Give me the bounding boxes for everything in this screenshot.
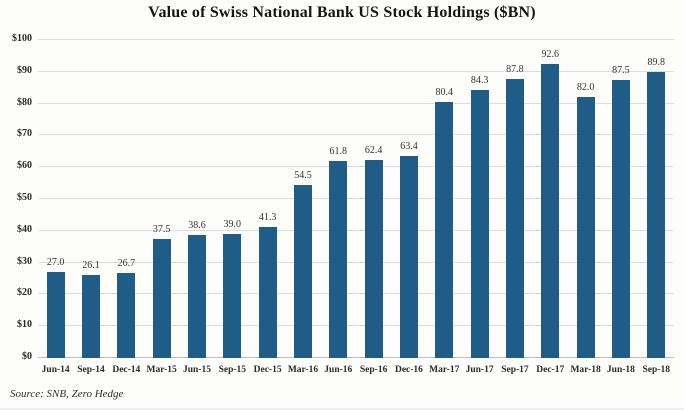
bar (46, 272, 65, 358)
x-axis-tick-label: Mar-16 (287, 365, 319, 375)
bar-value-label: 92.6 (541, 48, 560, 60)
gridline (38, 325, 674, 327)
x-axis-tick-label: Sep-17 (501, 365, 529, 375)
gridline (38, 70, 674, 72)
bar (470, 89, 489, 358)
bar (223, 233, 242, 358)
bar-slot: 89.8 Sep-18 (639, 40, 674, 375)
bar (152, 238, 171, 358)
bar-slot: 87.8 Sep-17 (497, 40, 532, 375)
bar-value-label: 54.5 (294, 169, 312, 181)
x-axis-tick-label: Jun-16 (324, 365, 353, 375)
gridline (38, 198, 674, 199)
gridline (38, 166, 674, 168)
gridline (38, 39, 674, 40)
bar (505, 78, 524, 358)
gridline (38, 229, 674, 231)
bar (117, 273, 136, 358)
x-axis-tick-label: Jun-14 (41, 365, 70, 375)
bar-slot: 54.5 Mar-16 (285, 40, 320, 375)
bar-slot: 37.5 Mar-15 (144, 40, 179, 375)
x-axis-tick-label: Mar-17 (429, 365, 460, 375)
y-axis-tick-label: $20 (17, 287, 32, 299)
bar-value-label: 84.3 (470, 74, 489, 86)
x-axis-tick-label: Sep-18 (642, 365, 670, 375)
gridline (38, 102, 674, 104)
bar (435, 102, 454, 358)
x-axis-tick-label: Jun-15 (182, 365, 211, 375)
gridline (38, 357, 674, 358)
x-axis-tick-label: Sep-15 (218, 365, 247, 375)
bar-slot: 82.0 Mar-18 (568, 40, 603, 375)
bar-slot: 38.6 Jun-15 (179, 40, 214, 375)
y-axis-tick-label: $40 (17, 223, 32, 235)
bar-value-label: 41.3 (258, 211, 277, 223)
x-axis-tick-label: Jun-18 (606, 365, 635, 375)
bar-value-label: 26.1 (82, 260, 100, 272)
bar-value-label: 62.4 (364, 144, 383, 156)
y-axis-tick-label: $70 (17, 128, 32, 140)
gridline (38, 134, 674, 136)
bar-slot: 80.4 Mar-17 (427, 40, 462, 375)
bar-slot: 39.0 Sep-15 (215, 40, 250, 375)
x-axis-tick-label: Jun-17 (465, 365, 494, 375)
bar (81, 275, 100, 358)
x-axis-tick-label: Dec-15 (253, 365, 282, 375)
y-axis-tick-label: $100 (12, 33, 32, 44)
source-note: Source: SNB, Zero Hedge (10, 388, 124, 400)
bar-slot: 92.6 Dec-17 (533, 40, 568, 375)
x-axis-tick-label: Dec-17 (536, 365, 565, 375)
bar-slot: 61.8 Jun-16 (321, 40, 356, 375)
x-axis-tick-label: Dec-14 (112, 365, 141, 375)
gridline (38, 293, 674, 295)
plot-area: $0 $10 $20 $30 $40 $50 $60 $70 $80 $90 $100 27.0 Jun… (12, 34, 674, 375)
bar-slot: 27.0 Jun-14 (38, 40, 73, 375)
bar (576, 97, 595, 358)
bar-value-label: 27.0 (46, 257, 65, 269)
bar-slot: 26.1 Sep-14 (73, 40, 108, 375)
y-axis-tick-label: $50 (17, 192, 32, 203)
bar-value-label: 37.5 (152, 223, 171, 235)
bar-slot: 84.3 Jun-17 (462, 40, 497, 375)
bar-value-label: 89.8 (647, 57, 665, 69)
bar (364, 159, 383, 358)
y-axis-tick-label: $10 (17, 319, 32, 331)
chart-title: Value of Swiss National Bank US Stock Ho… (148, 4, 536, 21)
bar-value-label: 26.7 (117, 258, 136, 270)
x-axis-tick-label: Sep-14 (77, 365, 105, 375)
bar-value-label: 82.0 (576, 82, 595, 94)
y-axis-tick-label: $90 (17, 64, 32, 76)
x-axis-tick-label: Sep-16 (359, 365, 388, 375)
bar-slot: 62.4 Sep-16 (356, 40, 391, 375)
gridline (38, 261, 674, 263)
x-axis-tick-label: Mar-18 (570, 365, 601, 375)
bar-value-label: 39.0 (223, 218, 242, 230)
bar (293, 184, 312, 358)
bar (329, 161, 348, 358)
x-axis-tick-label: Mar-15 (146, 365, 177, 375)
bar-value-label: 87.5 (612, 64, 630, 76)
y-axis-tick-label: $60 (17, 160, 32, 172)
bar-slot: 26.7 Dec-14 (109, 40, 144, 375)
bar-slot: 87.5 Jun-18 (603, 40, 638, 375)
bar (541, 63, 560, 358)
bar (647, 72, 666, 358)
bar-slot: 41.3 Dec-15 (250, 40, 285, 375)
bar-value-label: 61.8 (329, 146, 348, 158)
bar (187, 235, 206, 358)
y-axis-tick-label: $30 (17, 255, 32, 267)
bar (399, 156, 418, 358)
bar-value-label: 87.8 (506, 63, 524, 75)
bar (611, 79, 630, 358)
y-axis-tick-label: $80 (17, 96, 32, 108)
bar-value-label: 63.4 (400, 141, 418, 153)
y-axis-tick-label: $0 (22, 351, 32, 362)
bar-series: 27.0 Jun-14 26.1 Sep-14 26.7 Dec-14 37.5 Mar-15… (38, 40, 674, 375)
bar-value-label: 38.6 (188, 220, 206, 232)
bar (258, 226, 277, 358)
bar-slot: 63.4 Dec-16 (391, 40, 426, 375)
x-axis-tick-label: Dec-16 (394, 365, 423, 375)
bar-value-label: 80.4 (435, 87, 454, 99)
